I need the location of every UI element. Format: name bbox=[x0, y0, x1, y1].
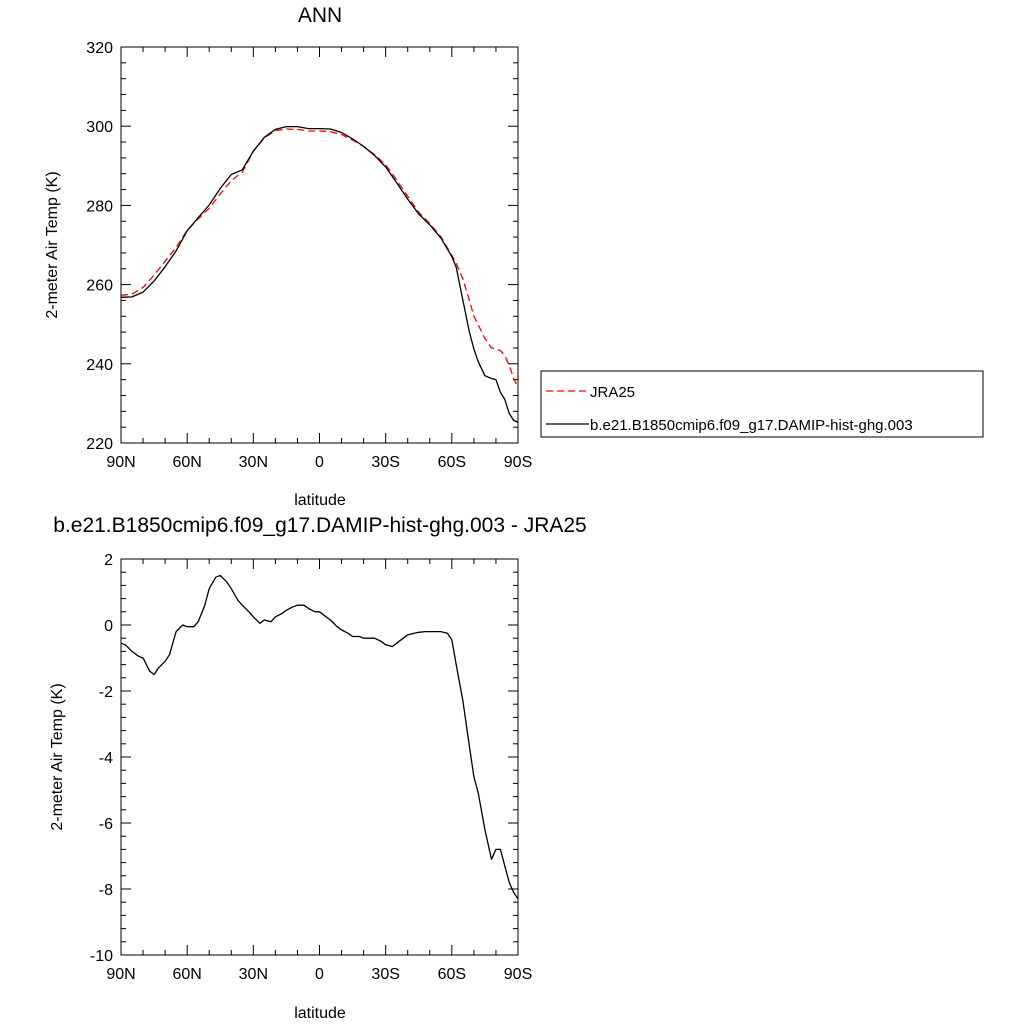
top-chart-title: ANN bbox=[298, 4, 342, 27]
bottom-y-tick-label: -4 bbox=[99, 750, 113, 767]
top-series-line-1 bbox=[120, 125, 519, 423]
top-y-tick-label: 280 bbox=[86, 198, 113, 215]
bottom-x-tick-label: 60S bbox=[438, 966, 466, 983]
top-x-tick-label: 30N bbox=[239, 454, 268, 471]
bottom-chart: b.e21.B1850cmip6.f09_g17.DAMIP-hist-ghg.… bbox=[49, 514, 587, 1022]
top-x-tick-label: 60S bbox=[438, 454, 466, 471]
top-chart: ANN 90N 60N 30N 0 30S 60S 90S 220 240 260 280 300 32… bbox=[44, 4, 532, 509]
top-x-tick-label: 0 bbox=[315, 454, 324, 471]
bottom-y-tick-label: 0 bbox=[104, 618, 113, 635]
top-y-tick-label: 300 bbox=[86, 119, 113, 136]
top-y-axis-label: 2-meter Air Temp (K) bbox=[44, 171, 61, 318]
top-x-tick-label: 30S bbox=[371, 454, 399, 471]
top-ticks: 90N 60N 30N 0 30S 60S 90S 220 240 260 280 300 320 bbox=[86, 40, 532, 471]
bottom-ticks: 90N 60N 30N 0 30S 60S 90S -10 -8 -6 -4 -2 0 2 bbox=[90, 552, 532, 983]
bottom-x-tick-label: 30S bbox=[371, 966, 399, 983]
top-y-tick-label: 240 bbox=[86, 357, 113, 374]
bottom-x-tick-label: 0 bbox=[315, 966, 324, 983]
top-y-tick-label: 220 bbox=[86, 436, 113, 453]
bottom-series-line-0 bbox=[120, 574, 519, 900]
legend-label-jra25: JRA25 bbox=[590, 384, 635, 401]
bottom-y-tick-label: -2 bbox=[99, 684, 113, 701]
bottom-y-axis-label: 2-meter Air Temp (K) bbox=[49, 683, 66, 830]
bottom-series bbox=[120, 574, 519, 900]
bottom-y-tick-label: -8 bbox=[99, 882, 113, 899]
top-series bbox=[120, 125, 519, 423]
top-x-tick-label: 90S bbox=[504, 454, 532, 471]
bottom-x-axis-label: latitude bbox=[294, 1005, 346, 1022]
bottom-x-tick-label: 90N bbox=[106, 966, 135, 983]
bottom-y-tick-label: 2 bbox=[104, 552, 113, 569]
bottom-x-tick-label: 60N bbox=[172, 966, 201, 983]
top-plot-frame bbox=[120, 46, 519, 444]
top-y-tick-label: 320 bbox=[86, 40, 113, 57]
top-series-line-0 bbox=[120, 128, 519, 389]
bottom-x-tick-label: 30N bbox=[239, 966, 268, 983]
bottom-plot-frame bbox=[120, 558, 519, 956]
bottom-y-tick-label: -10 bbox=[90, 948, 113, 965]
top-x-tick-label: 60N bbox=[172, 454, 201, 471]
top-x-axis-label: latitude bbox=[294, 492, 346, 509]
bottom-y-tick-label: -6 bbox=[99, 816, 113, 833]
legend-label-model: b.e21.B1850cmip6.f09_g17.DAMIP-hist-ghg.… bbox=[590, 417, 913, 434]
bottom-x-tick-label: 90S bbox=[504, 966, 532, 983]
top-y-tick-label: 260 bbox=[86, 278, 113, 295]
legend-box bbox=[540, 370, 984, 438]
legend: JRA25 b.e21.B1850cmip6.f09_g17.DAMIP-his… bbox=[540, 370, 984, 438]
top-x-tick-label: 90N bbox=[106, 454, 135, 471]
bottom-chart-title: b.e21.B1850cmip6.f09_g17.DAMIP-hist-ghg.… bbox=[53, 514, 586, 537]
